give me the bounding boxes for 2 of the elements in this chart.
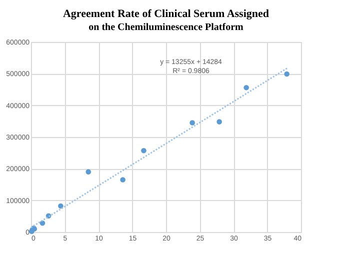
chart-title: Agreement Rate of Clinical Serum Assigned — [62, 8, 270, 20]
chart-subtitle: on the Chemiluminescence Platform — [88, 22, 244, 33]
